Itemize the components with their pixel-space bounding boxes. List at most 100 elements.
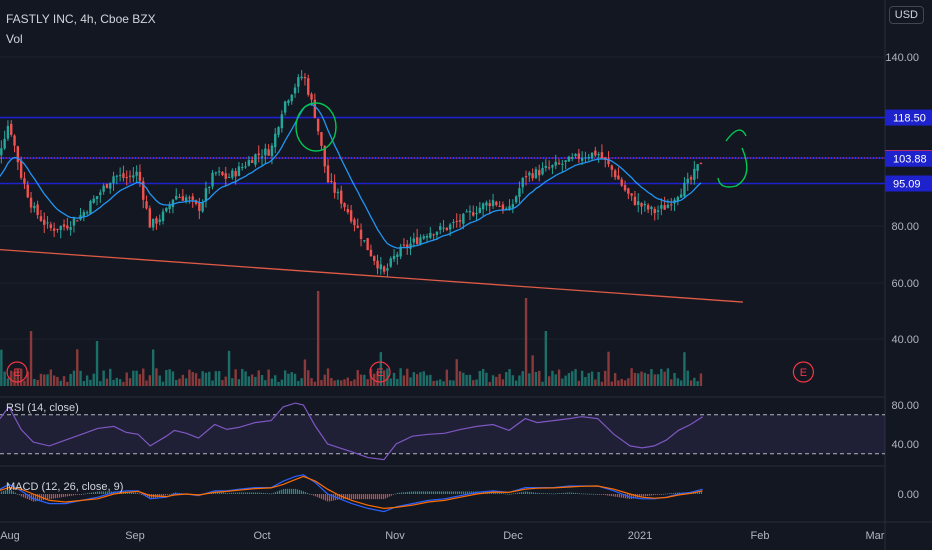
macd-histogram-bar [612, 494, 615, 497]
macd-histogram-bar [532, 492, 535, 494]
candle-body [363, 240, 366, 242]
candle-body [485, 202, 488, 206]
macd-histogram-bar [656, 494, 659, 495]
price-label-badge [885, 175, 932, 192]
macd-histogram-bar [664, 493, 667, 495]
macd-histogram-bar [312, 494, 315, 496]
candle-body [607, 158, 610, 165]
macd-histogram-bar [150, 494, 153, 499]
macd-histogram-bar [170, 493, 173, 495]
candle-body [99, 192, 102, 196]
candle-body [26, 184, 29, 198]
volume-bar [6, 378, 10, 386]
candle-body [313, 99, 317, 118]
time-tick-label: Aug [0, 530, 20, 542]
volume-bar [412, 372, 416, 386]
candle-body [534, 169, 538, 178]
macd-histogram-bar [460, 491, 463, 494]
macd-histogram-bar [694, 492, 697, 494]
macd-histogram-bar [292, 488, 295, 494]
macd-histogram-bar [274, 492, 277, 494]
macd-histogram-bar [176, 492, 179, 494]
candle-body [125, 177, 128, 179]
macd-histogram-bar [586, 493, 589, 495]
macd-histogram-bar [76, 494, 79, 495]
time-tick-label: Mar [866, 530, 885, 542]
volume-bar [300, 378, 303, 386]
macd-histogram-bar [346, 494, 349, 500]
currency-button[interactable]: USD [888, 6, 924, 24]
candle-body [547, 167, 551, 169]
candle-body [623, 185, 627, 191]
macd-histogram-bar [392, 494, 395, 495]
macd-histogram-bar [108, 491, 111, 494]
macd-histogram-bar [432, 491, 435, 494]
macd-histogram-bar [12, 491, 15, 494]
candle-body [458, 220, 462, 222]
volume-bar [231, 378, 234, 386]
macd-histogram-bar [106, 491, 109, 494]
annotation-arrow [725, 129, 747, 142]
macd-histogram-bar [356, 494, 359, 500]
macd-histogram-bar [80, 494, 83, 495]
candle-body [627, 188, 630, 194]
volume-bar [76, 349, 79, 386]
macd-histogram-bar [426, 491, 429, 494]
macd-histogram-bar [270, 493, 273, 495]
volume-bar [627, 378, 630, 386]
candle-body [214, 172, 218, 174]
volume-bar [198, 378, 201, 386]
macd-histogram-bar [406, 491, 409, 494]
macd-histogram-bar [422, 491, 425, 494]
volume-bar [359, 374, 363, 386]
candle-body [683, 182, 686, 197]
volume-bar [49, 369, 53, 386]
macd-histogram-bar [34, 494, 37, 502]
candle-body [561, 163, 564, 165]
volume-bar [508, 369, 511, 386]
volume-bar [128, 378, 132, 386]
macd-histogram-bar [6, 489, 9, 494]
rsi-tick-label: 40.00 [891, 439, 919, 451]
moving-average-line [0, 103, 702, 249]
macd-histogram-bar [408, 491, 411, 494]
macd-histogram-bar [296, 489, 299, 494]
volume-bar [72, 370, 76, 386]
macd-histogram-bar [638, 494, 641, 498]
macd-histogram-bar [88, 492, 91, 494]
macd-histogram-bar [336, 494, 339, 500]
candle-body [184, 197, 188, 202]
macd-histogram-bar [372, 494, 375, 500]
macd-histogram-bar [380, 494, 383, 500]
candle-body [250, 160, 254, 164]
candle-body [521, 177, 524, 188]
candle-body [666, 204, 670, 208]
macd-histogram-bar [74, 494, 77, 496]
macd-histogram-bar [36, 494, 39, 502]
price-tick-label: 140.00 [885, 52, 919, 64]
macd-histogram-bar [240, 492, 243, 494]
macd-histogram-bar [100, 491, 103, 494]
volume-bar [693, 377, 696, 386]
macd-histogram-bar [338, 494, 341, 500]
macd-histogram-bar [362, 494, 365, 500]
volume-bar [637, 373, 640, 386]
macd-histogram-bar [446, 491, 449, 494]
volume-bar [386, 368, 389, 386]
volume-bar [217, 371, 221, 386]
candle-body [287, 100, 290, 103]
macd-histogram-bar [66, 494, 69, 497]
candle-body [62, 224, 66, 227]
candle-body [29, 197, 33, 208]
candle-body [290, 94, 293, 102]
trendline [0, 248, 743, 303]
macd-histogram-bar [294, 488, 297, 494]
volume-bar [191, 372, 194, 386]
candle-body [188, 197, 191, 199]
candle-body [353, 219, 356, 226]
volume-bar [293, 373, 297, 386]
candle-body [663, 205, 666, 210]
volume-bar [204, 372, 208, 386]
volume-bar [3, 371, 6, 386]
